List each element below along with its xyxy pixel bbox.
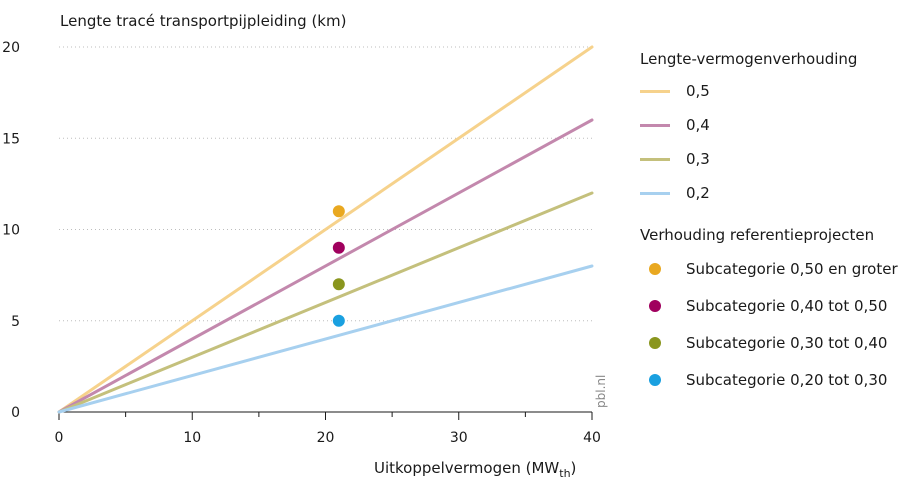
legend-title: Lengte-vermogenverhouding — [640, 50, 858, 68]
data-point-0 — [332, 205, 345, 218]
x-tick-label: 10 — [183, 430, 201, 446]
x-axis-label-close: ) — [570, 459, 577, 477]
legend-item-series-2: 0,3 — [640, 142, 902, 176]
legend-swatch-point-1 — [649, 299, 661, 312]
legend-label-point-3: Subcategorie 0,20 tot 0,30 — [686, 370, 888, 389]
legend-swatch-point-0 — [649, 262, 661, 275]
series-line-3 — [57, 264, 594, 414]
data-point-3 — [332, 314, 345, 327]
x-tick-label: 30 — [450, 430, 468, 446]
legend-label-series-2: 0,3 — [686, 150, 710, 168]
y-tick-label: 15 — [2, 131, 20, 147]
chart-title: Lengte tracé transportpijpleiding (km) — [60, 12, 347, 30]
x-axis-label-text: Uitkoppelvermogen (MW — [374, 459, 560, 477]
y-tick-label: 20 — [2, 40, 20, 56]
legend-swatch-series-1 — [640, 123, 670, 127]
legend-swatch-series-3 — [640, 191, 670, 195]
legend-item-point-0: Subcategorie 0,50 en groter — [640, 250, 902, 287]
series-line-1 — [57, 118, 594, 414]
x-tick-label: 40 — [583, 430, 601, 446]
legend-item-point-2: Subcategorie 0,30 tot 0,40 — [640, 324, 902, 361]
legend-item-series-3: 0,2 — [640, 176, 902, 210]
legend-label-point-1: Subcategorie 0,40 tot 0,50 — [686, 296, 888, 315]
legend-label-point-2: Subcategorie 0,30 tot 0,40 — [686, 333, 888, 352]
data-point-2 — [332, 278, 345, 291]
legend-item-series-1: 0,4 — [640, 108, 902, 142]
legend-label-point-0: Subcategorie 0,50 en groter — [686, 259, 898, 278]
legend-label-series-1: 0,4 — [686, 116, 710, 134]
legend-swatch-point-2 — [649, 336, 661, 349]
x-tick-label: 0 — [55, 430, 64, 446]
data-point-1 — [332, 241, 345, 254]
series-line-2 — [57, 191, 594, 414]
x-tick-label: 20 — [317, 430, 335, 446]
legend-item-point-1: Subcategorie 0,40 tot 0,50 — [640, 287, 902, 324]
legend-item-point-3: Subcategorie 0,20 tot 0,30 — [640, 361, 902, 398]
legend-swatch-series-0 — [640, 89, 670, 93]
y-tick-label: 10 — [2, 223, 20, 239]
legend-swatch-series-2 — [640, 157, 670, 161]
legend-swatch-point-3 — [649, 373, 661, 386]
y-tick-label: 0 — [11, 405, 20, 421]
legend: Lengte-vermogenverhouding 0,5 0,4 0,3 0,… — [640, 44, 902, 398]
legend-label-series-3: 0,2 — [686, 184, 710, 202]
points-legend-title: Verhouding referentieprojecten — [640, 226, 875, 244]
x-axis-label: Uitkoppelvermogen (MWth) — [374, 459, 576, 480]
y-tick-label: 5 — [11, 314, 20, 330]
series-line-0 — [57, 45, 594, 414]
legend-label-series-0: 0,5 — [686, 82, 710, 100]
legend-item-series-0: 0,5 — [640, 74, 902, 108]
x-axis-label-subscript: th — [559, 467, 571, 480]
watermark: pbl.nl — [594, 374, 608, 408]
